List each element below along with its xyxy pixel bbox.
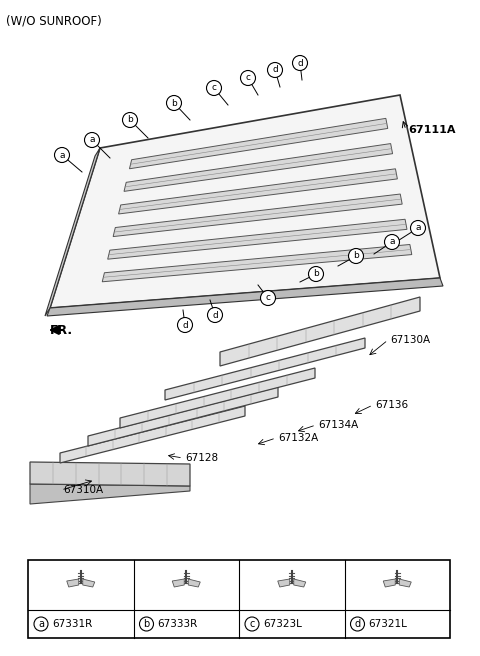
Polygon shape — [278, 579, 290, 587]
Circle shape — [34, 617, 48, 631]
Polygon shape — [294, 579, 306, 587]
Circle shape — [309, 266, 324, 281]
Text: 67132A: 67132A — [278, 433, 318, 443]
Circle shape — [410, 220, 425, 236]
Text: 67310A: 67310A — [63, 485, 103, 495]
Text: a: a — [59, 150, 65, 159]
Polygon shape — [47, 278, 443, 316]
Polygon shape — [45, 148, 100, 316]
Circle shape — [167, 96, 181, 110]
Polygon shape — [108, 219, 407, 259]
Polygon shape — [102, 245, 412, 282]
Text: d: d — [212, 310, 218, 319]
Circle shape — [350, 617, 364, 631]
Polygon shape — [120, 368, 315, 428]
Text: d: d — [354, 619, 360, 629]
Text: b: b — [171, 98, 177, 108]
Polygon shape — [83, 579, 95, 587]
Text: 67321L: 67321L — [369, 619, 408, 629]
Text: 67134A: 67134A — [318, 420, 358, 430]
Polygon shape — [383, 579, 395, 587]
Text: c: c — [265, 293, 271, 302]
Polygon shape — [172, 579, 184, 587]
Text: b: b — [127, 115, 133, 125]
Polygon shape — [88, 387, 278, 446]
Polygon shape — [124, 144, 393, 192]
Circle shape — [267, 62, 283, 77]
Polygon shape — [165, 338, 365, 400]
Polygon shape — [399, 579, 411, 587]
Circle shape — [84, 133, 99, 148]
Circle shape — [292, 56, 308, 70]
Text: d: d — [272, 66, 278, 75]
Text: d: d — [297, 58, 303, 68]
Bar — [28, 560, 450, 638]
Text: a: a — [415, 224, 421, 232]
Text: b: b — [353, 251, 359, 260]
Text: c: c — [212, 83, 216, 92]
Polygon shape — [60, 406, 245, 463]
Text: (W/O SUNROOF): (W/O SUNROOF) — [6, 14, 102, 27]
Circle shape — [245, 617, 259, 631]
Polygon shape — [67, 579, 79, 587]
Polygon shape — [188, 579, 200, 587]
Circle shape — [140, 617, 154, 631]
Polygon shape — [30, 462, 190, 486]
Text: c: c — [245, 73, 251, 83]
Circle shape — [384, 234, 399, 249]
Circle shape — [55, 148, 70, 163]
Text: c: c — [249, 619, 255, 629]
Circle shape — [122, 112, 137, 127]
Circle shape — [178, 318, 192, 333]
Text: b: b — [313, 270, 319, 279]
Text: 67130A: 67130A — [390, 335, 430, 345]
Text: 67333R: 67333R — [157, 619, 198, 629]
Text: 67331R: 67331R — [52, 619, 92, 629]
Text: a: a — [89, 136, 95, 144]
Text: 67128: 67128 — [185, 453, 218, 463]
Polygon shape — [130, 118, 388, 169]
Circle shape — [261, 291, 276, 306]
Circle shape — [240, 70, 255, 85]
Text: 67111A: 67111A — [408, 125, 456, 135]
Text: 67323L: 67323L — [263, 619, 302, 629]
Circle shape — [207, 308, 223, 323]
Circle shape — [348, 249, 363, 264]
Polygon shape — [220, 297, 420, 366]
Polygon shape — [50, 95, 440, 308]
Text: FR.: FR. — [50, 323, 73, 337]
Text: 67136: 67136 — [375, 400, 408, 410]
Text: a: a — [389, 237, 395, 247]
Text: a: a — [38, 619, 44, 629]
Text: d: d — [182, 321, 188, 329]
Polygon shape — [30, 484, 190, 504]
Text: b: b — [144, 619, 150, 629]
Polygon shape — [119, 169, 397, 214]
Polygon shape — [113, 194, 402, 237]
Circle shape — [206, 81, 221, 96]
